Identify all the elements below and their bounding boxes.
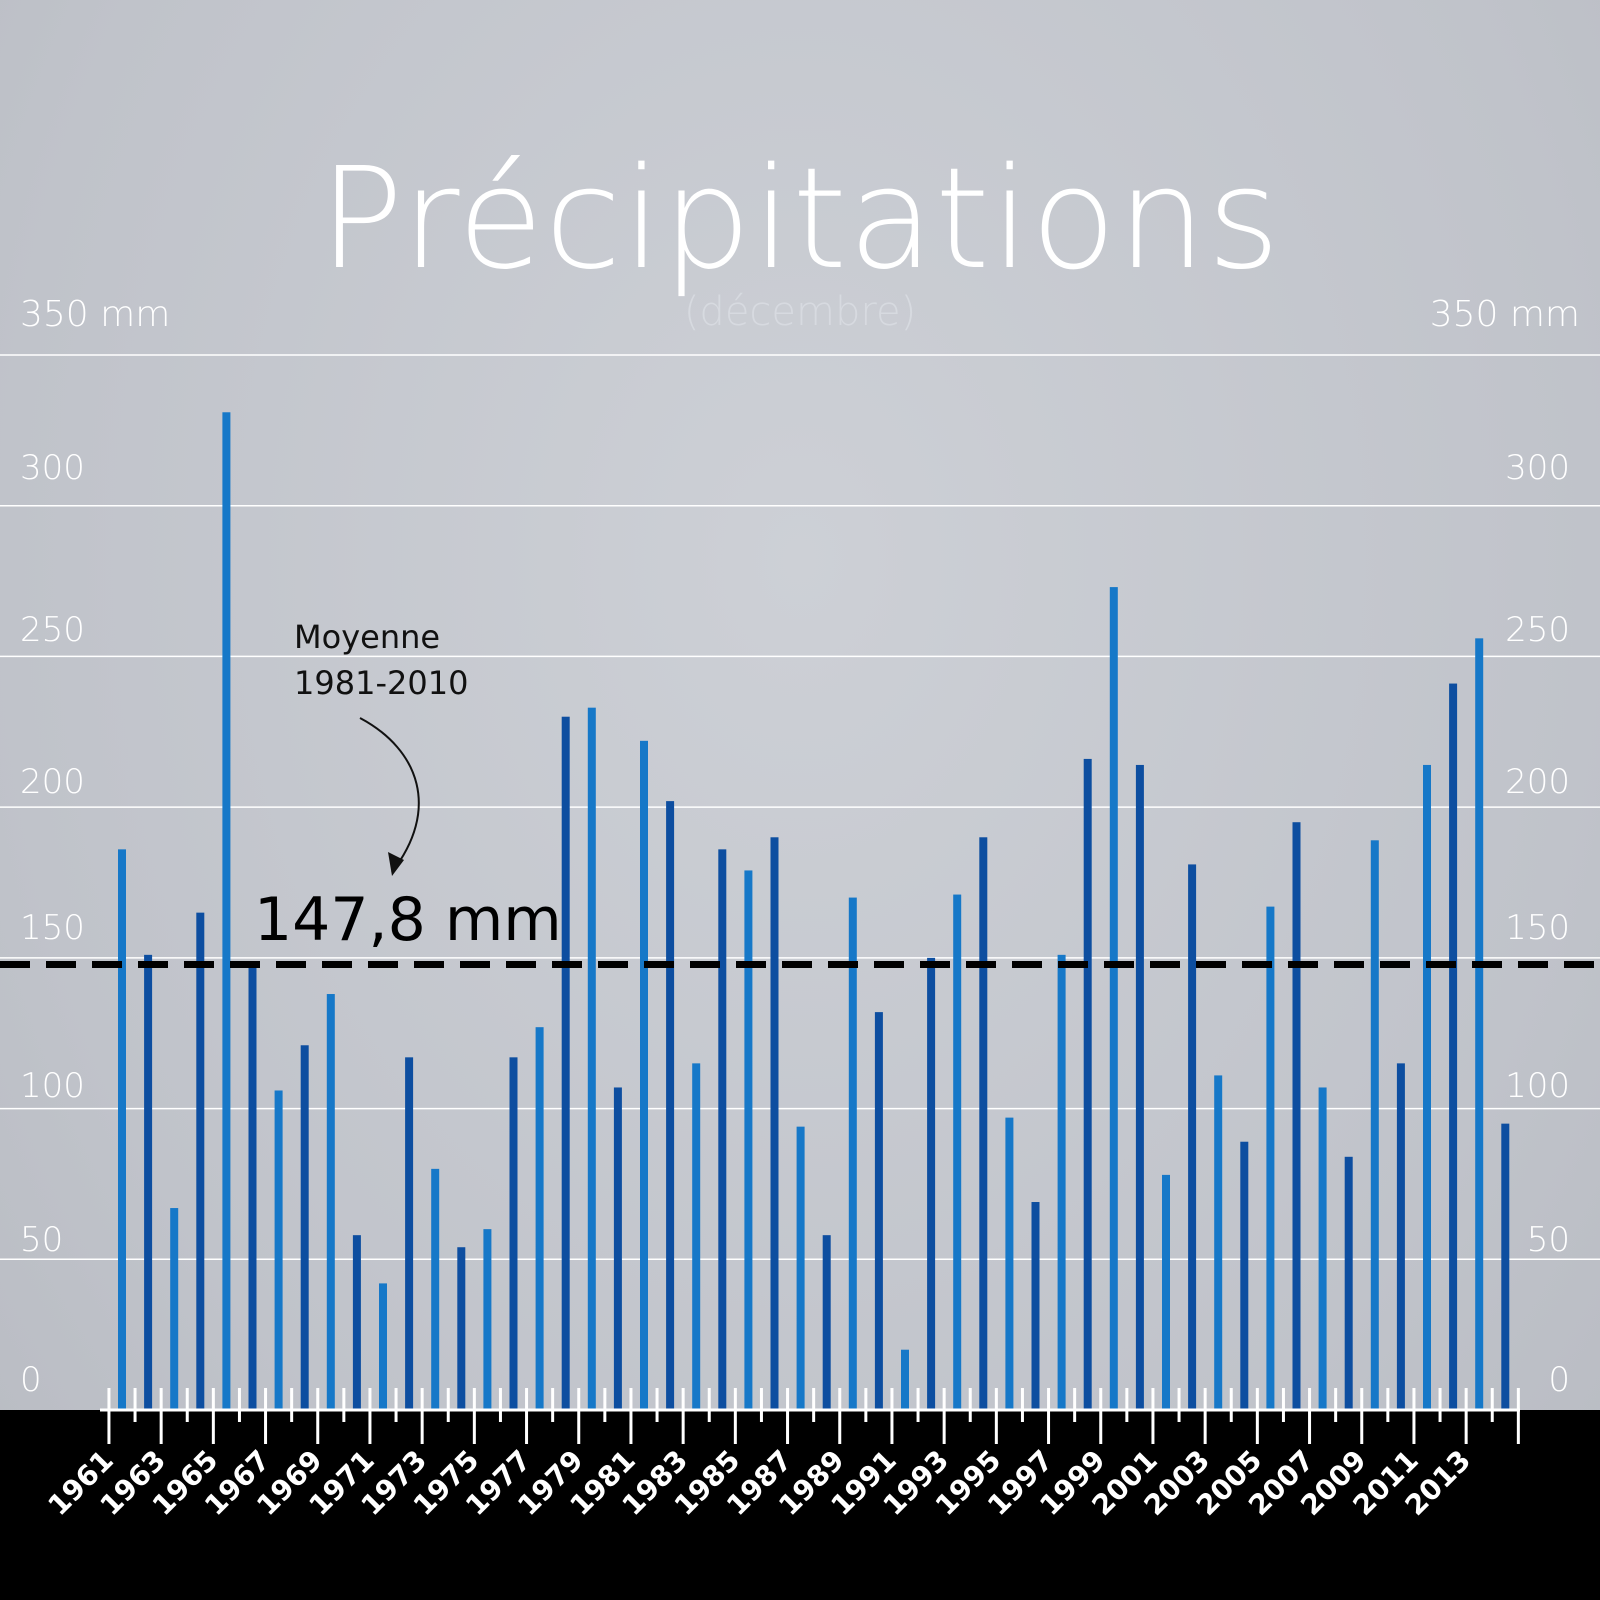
bar [640, 740, 648, 1410]
right-y-tick: 250 [1505, 610, 1570, 650]
bar [1396, 1063, 1405, 1410]
bar [770, 837, 779, 1410]
bar [483, 1229, 492, 1410]
bar [692, 1063, 701, 1410]
bar [1423, 764, 1431, 1410]
right-y-tick: 300 [1505, 448, 1570, 488]
bar [248, 966, 257, 1410]
right-y-tick: 50 [1526, 1220, 1570, 1260]
left-y-tick: 150 [20, 908, 85, 948]
bar [1344, 1156, 1353, 1410]
bar [587, 707, 596, 1410]
bar [170, 1208, 179, 1410]
bar [901, 1349, 909, 1410]
left-axis-unit-label: 350 mm [20, 294, 171, 335]
bar [1188, 864, 1197, 1410]
bar [352, 1235, 361, 1410]
bar [1057, 954, 1066, 1410]
bar [927, 957, 936, 1410]
left-y-tick: 200 [20, 762, 85, 802]
bar [144, 954, 153, 1410]
bar [405, 1057, 414, 1410]
bar [431, 1168, 440, 1410]
chart-title: Précipitations [318, 138, 1281, 301]
left-y-tick: 300 [20, 448, 85, 488]
bar [1135, 764, 1144, 1410]
bar [979, 837, 988, 1410]
bar [1005, 1117, 1014, 1410]
mean-value-label: 147,8 mm [254, 885, 562, 955]
bar [1475, 638, 1484, 1410]
bar [196, 912, 205, 1410]
bar [1501, 1123, 1510, 1410]
bar [1214, 1075, 1223, 1410]
bar [379, 1283, 387, 1410]
bar [848, 897, 857, 1410]
mean-annotation-line1: Moyenne [294, 618, 441, 656]
bar [953, 894, 962, 1410]
bar [1266, 906, 1275, 1410]
bar [874, 1012, 883, 1410]
bar [718, 849, 727, 1410]
chart-subtitle: (décembre) [683, 289, 917, 335]
bar [535, 1027, 544, 1410]
right-y-tick: 150 [1505, 908, 1570, 948]
annotation-arrowhead [388, 852, 404, 876]
bar [457, 1247, 466, 1410]
left-y-tick: 100 [20, 1066, 85, 1106]
bar [613, 1087, 622, 1410]
left-y-tick: 250 [20, 610, 85, 650]
bar [274, 1090, 283, 1410]
mean-annotation-label: Moyenne 1981-2010 [294, 614, 468, 706]
bar [1083, 758, 1092, 1410]
bar [118, 849, 126, 1410]
mean-annotation-line2: 1981-2010 [294, 664, 469, 702]
bar [822, 1235, 831, 1410]
bar [1292, 822, 1301, 1410]
bar [326, 994, 335, 1410]
bar [300, 1045, 309, 1410]
bar [796, 1126, 805, 1410]
right-y-tick: 100 [1505, 1066, 1570, 1106]
left-y-tick: 50 [20, 1220, 64, 1260]
bar [1031, 1202, 1040, 1410]
bar [666, 801, 675, 1410]
left-y-tick: 0 [20, 1360, 42, 1400]
bar [744, 870, 753, 1410]
bar [561, 716, 570, 1410]
right-axis-unit-label: 350 mm [1429, 294, 1580, 335]
gridlines [0, 354, 1600, 1261]
bar [1370, 840, 1379, 1410]
bar [1240, 1141, 1249, 1410]
bar [1449, 683, 1458, 1410]
bar [1318, 1087, 1327, 1410]
right-y-tick: 200 [1505, 762, 1570, 802]
bar [1162, 1174, 1170, 1410]
bar [1109, 587, 1118, 1410]
bars [118, 412, 1510, 1410]
bar [509, 1057, 518, 1410]
bar [222, 412, 231, 1410]
annotation-arrow [359, 717, 420, 873]
right-y-tick: 0 [1548, 1360, 1570, 1400]
